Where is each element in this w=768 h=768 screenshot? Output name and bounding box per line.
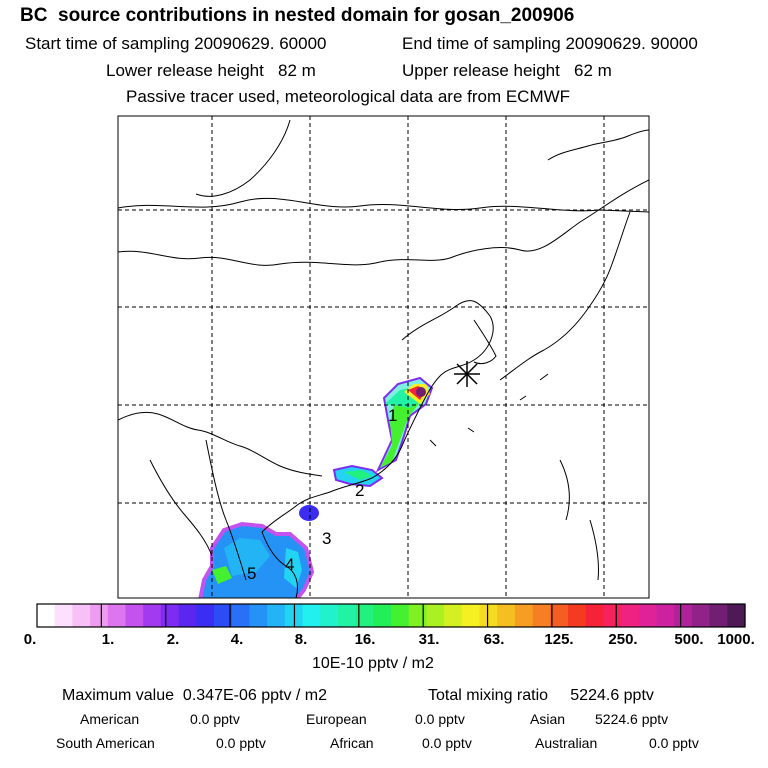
colorbar-tick-label: 4. — [230, 631, 244, 648]
colorbar-tick-label: 2. — [166, 631, 180, 648]
colorbar-segment — [196, 604, 215, 627]
colorbar-dividers — [100, 604, 682, 627]
colorbar-segment — [231, 604, 250, 627]
plume-region-2 — [332, 464, 384, 488]
colorbar-segment — [355, 604, 374, 627]
colorbar-segment — [709, 604, 728, 627]
region-value-european: 0.0 pptv — [415, 711, 465, 727]
colorbar-segment — [54, 604, 73, 627]
end-time-label: End time of sampling 20090629. 90000 — [402, 34, 698, 53]
colorbar-tick-label: 500. — [674, 631, 704, 648]
colorbar-segment — [514, 604, 534, 627]
region-name-asian: Asian — [530, 711, 566, 727]
colorbar-segment — [72, 604, 91, 627]
max-value-label: Maximum value 0.347E-06 pptv / m2 — [62, 687, 328, 704]
colorbar-segment — [373, 604, 392, 627]
colorbar-segment — [214, 604, 233, 627]
colorbar-segment — [621, 604, 640, 627]
region-value-australian: 0.0 pptv — [649, 735, 699, 751]
colorbar-tick-label: 8. — [294, 631, 308, 648]
start-time-label: Start time of sampling 20090629. 60000 — [25, 34, 327, 53]
region-name-american: American — [80, 711, 140, 727]
lower-release-height-label: Lower release height 82 m — [106, 61, 316, 80]
plume-region-5 — [198, 521, 315, 598]
colorbar-units: 10E-10 pptv / m2 — [312, 655, 434, 672]
region-name-australian: Australian — [535, 735, 598, 751]
colorbar-segment — [107, 604, 127, 627]
region-label-5: 5 — [247, 564, 256, 583]
colorbar-segment — [674, 604, 693, 627]
region-label-4: 4 — [285, 555, 294, 574]
colorbar-segment — [320, 604, 339, 627]
colorbar-segment — [267, 604, 286, 627]
colorbar-segment — [568, 604, 587, 627]
region-name-european: European — [306, 711, 367, 727]
colorbar-segment — [550, 604, 569, 627]
region-value-asian: 5224.6 pptv — [595, 711, 669, 727]
colorbar-tick-label: 1000. — [717, 631, 755, 648]
colorbar-tick-label: 31. — [418, 631, 440, 648]
region-name-african: African — [330, 735, 374, 751]
upper-release-height-label: Upper release height 62 m — [402, 61, 612, 80]
region-label-2: 2 — [355, 481, 364, 500]
colorbar — [37, 604, 746, 627]
plume-region-3 — [299, 505, 319, 521]
region-value-american: 0.0 pptv — [190, 711, 240, 727]
colorbar-segment — [391, 604, 410, 627]
receptor-star-icon — [454, 361, 480, 387]
graticule — [118, 116, 649, 598]
colorbar-tick-label: 250. — [608, 631, 638, 648]
colorbar-segment — [603, 604, 622, 627]
region-value-south-american: 0.0 pptv — [216, 735, 266, 751]
colorbar-segment — [727, 604, 746, 627]
colorbar-segment — [461, 604, 481, 627]
colorbar-segment — [656, 604, 675, 627]
region-label-3: 3 — [322, 529, 331, 548]
colorbar-segment — [444, 604, 463, 627]
colorbar-segment — [125, 604, 144, 627]
colorbar-tick-label: 16. — [354, 631, 376, 648]
plume-region-1 — [375, 376, 434, 473]
coastline — [118, 119, 649, 598]
colorbar-segment — [408, 604, 427, 627]
colorbar-segment — [426, 604, 445, 627]
total-mixing-ratio-label: Total mixing ratio 5224.6 pptv — [428, 687, 654, 704]
colorbar-segment — [302, 604, 321, 627]
colorbar-tick-label: 125. — [544, 631, 574, 648]
colorbar-segment — [160, 604, 180, 627]
colorbar-segment — [143, 604, 162, 627]
colorbar-segment — [249, 604, 268, 627]
colorbar-tick-label: 0. — [23, 631, 37, 648]
colorbar-segment — [337, 604, 357, 627]
colorbar-segment — [532, 604, 551, 627]
colorbar-segment — [37, 604, 56, 627]
colorbar-segment — [638, 604, 658, 627]
colorbar-segment — [585, 604, 604, 627]
map-frame — [117, 115, 650, 599]
colorbar-tick-label: 1. — [101, 631, 115, 648]
region-value-african: 0.0 pptv — [422, 735, 472, 751]
colorbar-segment — [90, 604, 109, 627]
region-name-south-american: South American — [56, 735, 155, 751]
colorbar-segment — [691, 604, 711, 627]
colorbar-segment — [497, 604, 516, 627]
region-label-1: 1 — [388, 406, 397, 425]
tracer-note: Passive tracer used, meteorological data… — [126, 87, 571, 106]
colorbar-frame — [36, 603, 746, 628]
colorbar-tick-label: 63. — [483, 631, 505, 648]
colorbar-segment — [479, 604, 498, 627]
plot-title: BC source contributions in nested domain… — [20, 5, 575, 26]
colorbar-segment — [178, 604, 197, 627]
